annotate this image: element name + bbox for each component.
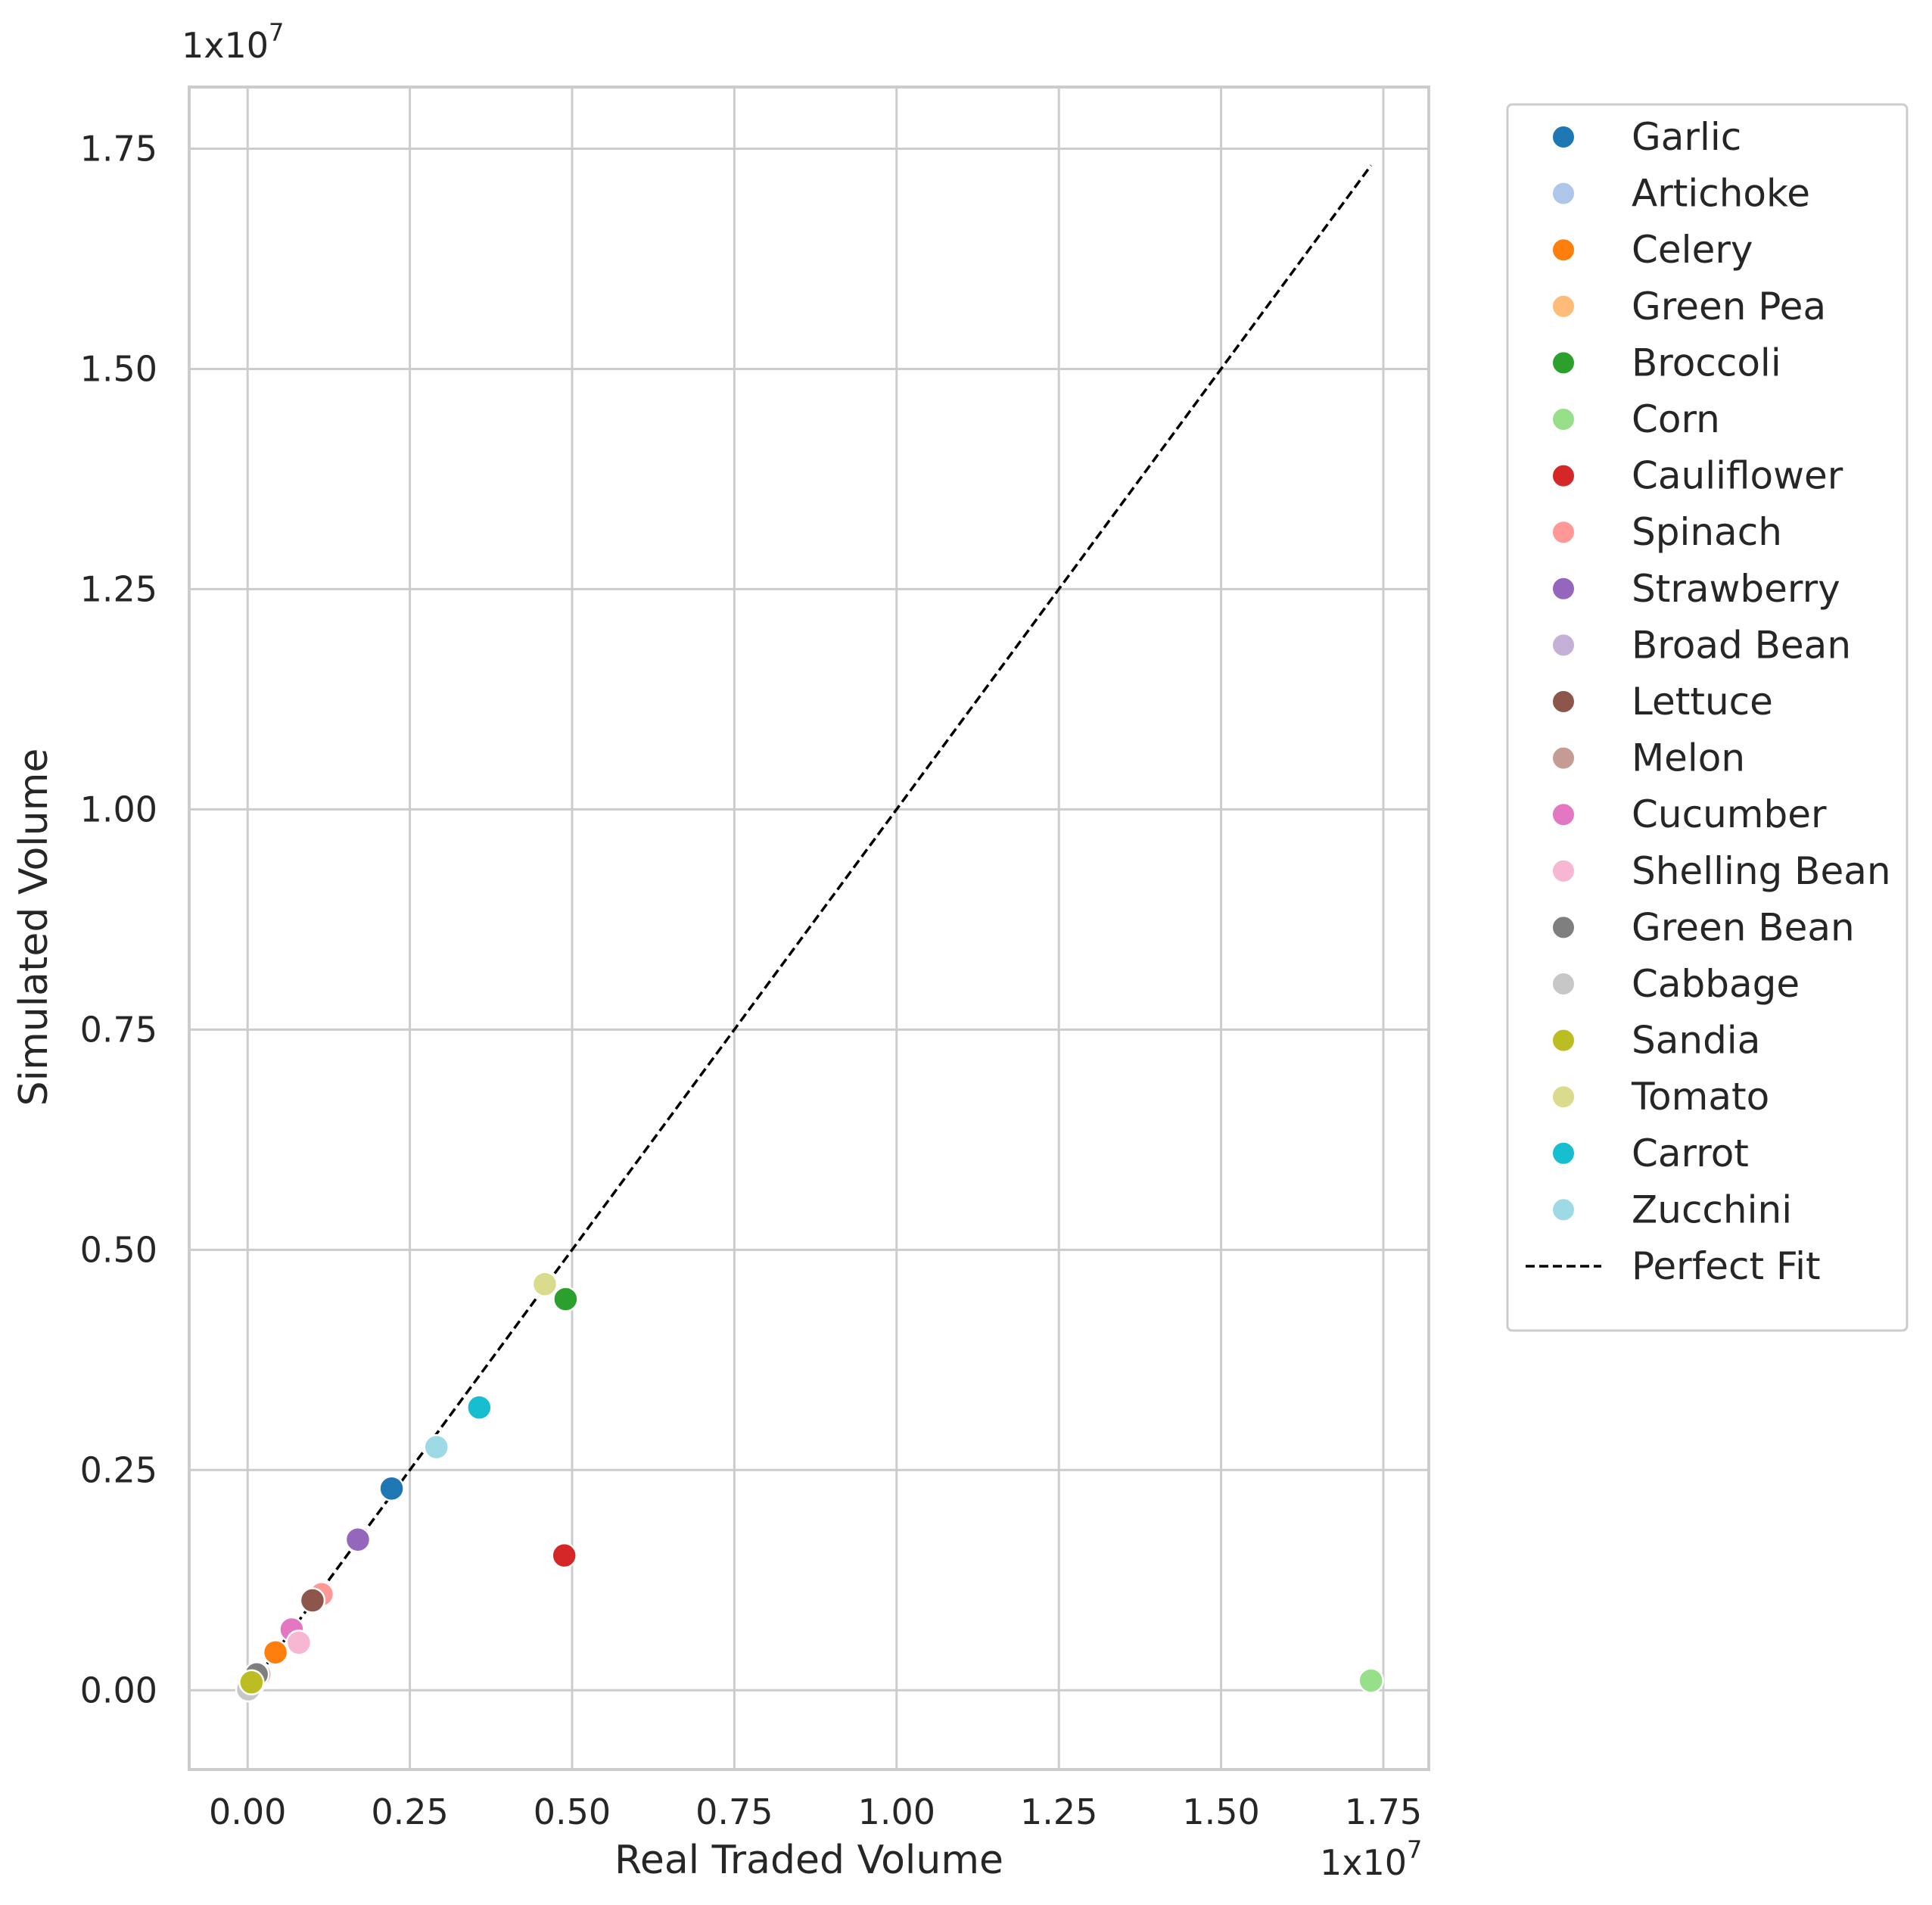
legend-marker-strawberry <box>1551 576 1576 601</box>
legend-label-cucumber: Cucumber <box>1632 792 1827 836</box>
y-tick-label: 0.75 <box>80 1009 157 1050</box>
legend-box <box>1506 103 1909 1332</box>
legend-marker-celery <box>1551 238 1576 263</box>
legend-label-garlic: Garlic <box>1632 115 1741 159</box>
x-offset-exponent: 7 <box>1407 1835 1422 1864</box>
point-lettuce <box>299 1587 326 1614</box>
point-strawberry <box>344 1526 372 1553</box>
legend: Garlic Artichoke Celery Green Pea Broccoli Co… <box>1506 103 1909 1332</box>
legend-label-lettuce: Lettuce <box>1632 680 1773 724</box>
legend-marker-green-pea <box>1551 294 1576 319</box>
point-zucchini <box>423 1433 450 1461</box>
y-offset-base: 1x10 <box>182 25 269 66</box>
x-offset-base: 1x10 <box>1320 1842 1407 1883</box>
y-tick-label: 0.00 <box>80 1670 157 1710</box>
data-points <box>235 1271 1384 1703</box>
legend-marker-cabbage <box>1551 972 1576 996</box>
x-tick-label: 1.25 <box>1020 1791 1097 1832</box>
x-tick-labels: 0.00 0.25 0.50 0.75 1.00 1.25 1.50 1.75 <box>209 1791 1422 1832</box>
legend-label-strawberry: Strawberry <box>1632 567 1840 611</box>
y-tick-label: 0.50 <box>80 1229 157 1270</box>
x-tick-label: 1.75 <box>1345 1791 1422 1832</box>
x-tick-label: 1.00 <box>858 1791 935 1832</box>
y-tick-label: 1.75 <box>80 128 157 169</box>
point-tomato <box>531 1271 558 1297</box>
legend-label-corn: Corn <box>1632 397 1720 441</box>
legend-label-green-bean: Green Bean <box>1632 905 1855 949</box>
legend-label-sandia: Sandia <box>1632 1019 1760 1063</box>
point-broccoli <box>552 1286 579 1312</box>
y-offset-exponent: 7 <box>269 18 284 47</box>
legend-label-carrot: Carrot <box>1632 1131 1749 1175</box>
y-tick-label: 1.25 <box>80 568 157 609</box>
legend-label-cauliflower: Cauliflower <box>1632 454 1843 498</box>
y-tick-label: 1.50 <box>80 348 157 389</box>
y-offset-label: 1x107 <box>182 18 284 66</box>
legend-label-spinach: Spinach <box>1632 510 1782 554</box>
y-tick-labels: 0.00 0.25 0.50 0.75 1.00 1.25 1.50 1.75 <box>80 128 157 1710</box>
point-garlic <box>378 1475 405 1502</box>
legend-label-celery: Celery <box>1632 228 1753 272</box>
legend-marker-cauliflower <box>1551 463 1576 488</box>
y-axis-label: Simulated Volume <box>11 749 57 1107</box>
legend-marker-broccoli <box>1551 350 1576 375</box>
legend-label-tomato: Tomato <box>1631 1075 1769 1119</box>
x-tick-label: 0.00 <box>209 1791 286 1832</box>
legend-marker-broad-bean <box>1551 633 1576 658</box>
legend-label-green-pea: Green Pea <box>1632 285 1826 328</box>
x-tick-label: 0.75 <box>695 1791 773 1832</box>
legend-marker-green-bean <box>1551 915 1576 940</box>
legend-marker-cucumber <box>1551 802 1576 827</box>
x-tick-label: 0.25 <box>371 1791 448 1832</box>
plot-frame <box>188 86 1430 1771</box>
legend-label-perfect-fit: Perfect Fit <box>1632 1244 1821 1288</box>
x-axis-label: Real Traded Volume <box>614 1838 1003 1883</box>
grid-lines <box>189 87 1429 1770</box>
legend-marker-garlic <box>1551 125 1576 149</box>
legend-label-artichoke: Artichoke <box>1632 172 1810 216</box>
plot-border <box>188 86 1430 1771</box>
legend-marker-artichoke <box>1551 181 1576 206</box>
x-tick-label: 0.50 <box>534 1791 611 1832</box>
legend-label-broad-bean: Broad Bean <box>1632 623 1851 667</box>
legend-marker-melon <box>1551 746 1576 770</box>
legend-marker-lettuce <box>1551 689 1576 714</box>
legend-marker-sandia <box>1551 1028 1576 1053</box>
x-tick-label: 1.50 <box>1182 1791 1259 1832</box>
point-celery <box>262 1639 289 1666</box>
point-carrot <box>466 1394 493 1421</box>
legend-marker-corn <box>1551 407 1576 431</box>
y-tick-label: 1.00 <box>80 789 157 830</box>
legend-marker-shelling-bean <box>1551 858 1576 883</box>
legend-label-cabbage: Cabbage <box>1632 962 1800 1006</box>
point-shelling-bean <box>285 1630 313 1656</box>
point-corn <box>1358 1667 1384 1694</box>
legend-label-melon: Melon <box>1632 736 1745 780</box>
legend-marker-tomato <box>1551 1085 1576 1110</box>
legend-label-zucchini: Zucchini <box>1632 1188 1792 1231</box>
point-cauliflower <box>551 1542 577 1569</box>
legend-label-broccoli: Broccoli <box>1632 341 1781 384</box>
legend-label-shelling-bean: Shelling Bean <box>1632 849 1891 893</box>
point-sandia <box>238 1669 265 1696</box>
legend-marker-spinach <box>1551 520 1576 545</box>
legend-marker-carrot <box>1551 1141 1576 1166</box>
y-tick-label: 0.25 <box>80 1449 157 1490</box>
legend-marker-zucchini <box>1551 1197 1576 1222</box>
x-offset-label: 1x107 <box>1320 1835 1422 1883</box>
